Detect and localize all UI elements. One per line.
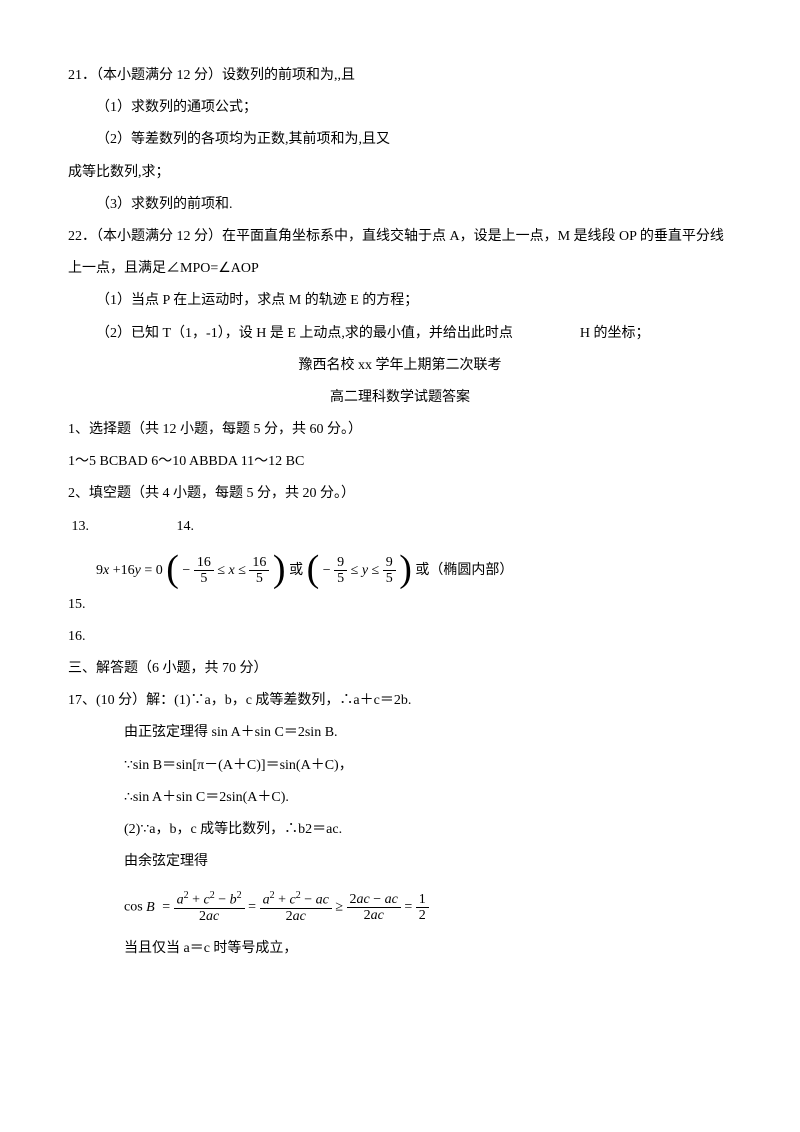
ans-l13: 13. 14. — [68, 511, 732, 543]
frac3-num: 9 — [334, 555, 347, 571]
q22-p2: （2）已知 T（1，-1），设 H 是 E 上动点,求的最小值，并给出此时点 H… — [68, 318, 732, 350]
f15-9: 9 — [96, 563, 103, 578]
ans-sec2: 2、填空题（共 4 小题，每题 5 分，共 20 分。） — [68, 478, 732, 510]
cf1n: a2 + c2 − b2 — [174, 890, 245, 909]
f15-x: x — [103, 563, 109, 578]
ans-l15-row: 9x +16y = 0 ( − 165 ≤ x ≤ 165 ) 或 ( − 95… — [68, 543, 732, 595]
q17-l5: 由余弦定理得 — [68, 846, 732, 878]
q17-l1: 由正弦定理得 sin A＋sin C＝2sin B. — [68, 717, 732, 749]
lparen-2: ( — [307, 554, 320, 584]
formula-15: 9x +16y = 0 ( − 165 ≤ x ≤ 165 ) 或 ( − 95… — [68, 555, 513, 587]
f15-or1: 或 — [289, 563, 303, 578]
cos-ge: ≥ — [335, 900, 343, 915]
q17-l3: ∴sin A＋sin C＝2sin(A＋C). — [68, 782, 732, 814]
frac4-num: 9 — [383, 555, 396, 571]
cos-eq1: = — [162, 900, 170, 915]
f15-eq0: = 0 — [144, 563, 162, 578]
frac-3: 95 — [334, 555, 347, 587]
q22-p2b: H 的坐标； — [580, 326, 650, 341]
q21-head: 21．（本小题满分 12 分）设数列的前项和为,,且 — [68, 60, 732, 92]
ans-choice: 1～5 BCBAD 6～10 ABBDA 11～12 BC — [68, 446, 732, 478]
frac3-den: 5 — [334, 571, 347, 586]
frac1-num: 16 — [194, 555, 214, 571]
f15-m1: − — [182, 563, 190, 578]
cf2d: 2ac — [260, 909, 332, 924]
q22-p2a: （2）已知 T（1，-1），设 H 是 E 上动点,求的最小值，并给出此时点 — [96, 326, 513, 341]
cos-lead: cos — [124, 900, 143, 915]
cos-frac1: a2 + c2 − b2 2ac — [174, 890, 245, 924]
frac4-den: 5 — [383, 571, 396, 586]
f15-le2: ≤ — [238, 563, 246, 578]
frac2-num: 16 — [249, 555, 269, 571]
ans-title2: 高二理科数学试题答案 — [68, 382, 732, 414]
f15-le3: ≤ — [351, 563, 359, 578]
ans-l15-prefix: 15. — [68, 589, 732, 621]
rparen-1: ) — [273, 554, 286, 584]
cos-frac2: a2 + c2 − ac 2ac — [260, 890, 332, 924]
ans-sec3: 三、解答题（6 小题，共 70 分） — [68, 653, 732, 685]
q21-p2: （2）等差数列的各项均为正数,其前项和为,且又 — [68, 124, 732, 156]
cf3n: 2ac − ac — [347, 892, 401, 908]
f15-le4: ≤ — [372, 563, 380, 578]
cos-eq2: = — [248, 900, 256, 915]
rparen-2: ) — [399, 554, 412, 584]
q21-p3: （3）求数列的前项和. — [68, 189, 732, 221]
f15-m2: − — [323, 563, 331, 578]
f15-le1: ≤ — [217, 563, 225, 578]
cos-B: B — [146, 900, 155, 915]
cf1d: 2ac — [174, 909, 245, 924]
cf3d: 2ac — [347, 908, 401, 923]
f15-xx: x — [229, 563, 235, 578]
q17-l2: ∵sin B＝sin[π－(A＋C)]＝sin(A＋C)， — [68, 750, 732, 782]
frac1-den: 5 — [194, 571, 214, 586]
cf4d: 2 — [416, 908, 429, 923]
ans-title1: 豫西名校 xx 学年上期第二次联考 — [68, 350, 732, 382]
f15-16: 16 — [121, 563, 135, 578]
q21-p1: （1）求数列的通项公式； — [68, 92, 732, 124]
f15-plus: + — [113, 563, 121, 578]
q17-l4: (2)∵a，b，c 成等比数列，∴b2＝ac. — [68, 814, 732, 846]
q22-p1: （1）当点 P 在上运动时，求点 M 的轨迹 E 的方程； — [68, 285, 732, 317]
frac-1: 165 — [194, 555, 214, 587]
f15-tail: 或（椭圆内部） — [415, 563, 513, 578]
q22-head2: 上一点，且满足∠MPO=∠AOP — [68, 253, 732, 285]
lparen-1: ( — [166, 554, 179, 584]
frac-2: 165 — [249, 555, 269, 587]
cos-frac4: 1 2 — [416, 892, 429, 924]
f15-yy: y — [362, 563, 368, 578]
ans-sec1: 1、选择题（共 12 小题，每题 5 分，共 60 分。） — [68, 414, 732, 446]
cf4n: 1 — [416, 892, 429, 908]
cf2n: a2 + c2 − ac — [260, 890, 332, 909]
q21-mid: 成等比数列,求； — [68, 157, 732, 189]
cos-eq3: = — [404, 900, 412, 915]
q17-l6: 当且仅当 a＝c 时等号成立， — [68, 933, 732, 965]
q17-h: 17、(10 分）解：(1)∵a，b，c 成等差数列，∴a＋c＝2b. — [68, 685, 732, 717]
frac-4: 95 — [383, 555, 396, 587]
f15-y: y — [135, 563, 141, 578]
ans-l16: 16. — [68, 621, 732, 653]
frac2-den: 5 — [249, 571, 269, 586]
cos-frac3: 2ac − ac 2ac — [347, 892, 401, 924]
formula-cosB: cos B = a2 + c2 − b2 2ac = a2 + c2 − ac … — [68, 890, 732, 924]
q22-head: 22．（本小题满分 12 分）在平面直角坐标系中，直线交轴于点 A，设是上一点，… — [68, 221, 732, 253]
